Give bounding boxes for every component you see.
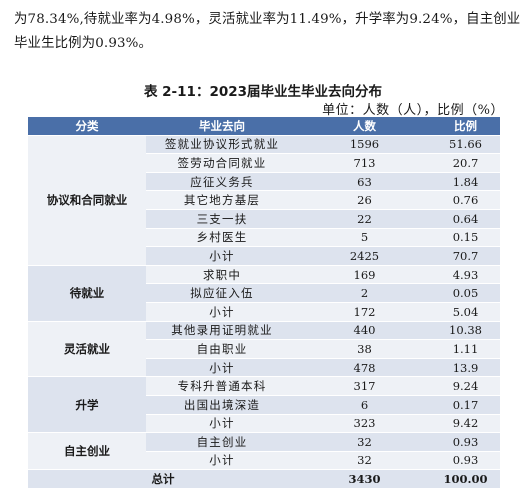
category-cell: 自主创业 — [28, 432, 146, 471]
destination-cell: 其他录用证明就业 — [146, 321, 298, 341]
destination-cell: 拟应征入伍 — [146, 283, 298, 303]
table-row: 待就业 求职中 169 4.93 — [28, 265, 500, 322]
count-cell: 169 — [298, 265, 431, 285]
count-cell: 2 — [298, 283, 431, 303]
ratio-cell: 10.38 — [431, 321, 500, 341]
header-count: 人数 — [298, 117, 431, 136]
table-row: 灵活就业 其他录用证明就业 440 10.38 — [28, 321, 500, 378]
ratio-cell: 0.17 — [431, 395, 500, 415]
destination-cell: 三支一扶 — [146, 209, 298, 229]
destination-cell: 自由职业 — [146, 339, 298, 359]
ratio-cell: 0.76 — [431, 190, 500, 210]
destination-cell: 小计 — [146, 358, 298, 378]
count-cell: 317 — [298, 376, 431, 396]
destination-cell: 签就业协议形式就业 — [146, 135, 298, 155]
table-row: 其它地方基层 26 0.76 — [28, 190, 500, 210]
ratio-cell: 0.64 — [431, 209, 500, 229]
ratio-cell: 51.66 — [431, 135, 500, 155]
ratio-cell: 70.7 — [431, 246, 500, 266]
destination-cell: 小计 — [146, 414, 298, 434]
category-cell: 升学 — [28, 376, 146, 434]
table-row: 协议和合同就业 签就业协议形式就业 1596 51.66 — [28, 135, 500, 266]
category-cell: 待就业 — [28, 265, 146, 322]
count-cell: 478 — [298, 358, 431, 378]
total-ratio: 100.00 — [431, 469, 500, 489]
ratio-cell: 13.9 — [431, 358, 500, 378]
count-cell: 1596 — [298, 135, 431, 155]
destination-cell: 专科升普通本科 — [146, 376, 298, 396]
total-row: 总计 3430 100.00 — [28, 469, 500, 489]
ratio-cell: 0.93 — [431, 451, 500, 471]
intro-line-2: 毕业生比例为0.93%。 — [14, 36, 153, 51]
count-cell: 26 — [298, 190, 431, 210]
destination-cell: 小计 — [146, 302, 298, 322]
table-row: 小计 478 13.9 — [28, 358, 500, 378]
table-header-row: 分类 毕业去向 人数 比例 — [28, 117, 500, 136]
destination-cell: 应征义务兵 — [146, 172, 298, 192]
ratio-cell: 0.93 — [431, 432, 500, 452]
count-cell: 713 — [298, 153, 431, 173]
count-cell: 6 — [298, 395, 431, 415]
table-row: 三支一扶 22 0.64 — [28, 209, 500, 229]
table-row: 升学 专科升普通本科 317 9.24 — [28, 376, 500, 434]
destination-cell: 其它地方基层 — [146, 190, 298, 210]
table-row: 小计 323 9.42 — [28, 414, 500, 434]
ratio-cell: 5.04 — [431, 302, 500, 322]
ratio-cell: 9.24 — [431, 376, 500, 396]
ratio-cell: 20.7 — [431, 153, 500, 173]
count-cell: 32 — [298, 432, 431, 452]
destination-table: 分类 毕业去向 人数 比例 协议和合同就业 签就业协议形式就业 1596 51.… — [28, 117, 500, 489]
destination-cell: 小计 — [146, 451, 298, 471]
destination-cell: 签劳动合同就业 — [146, 153, 298, 173]
table-row: 小计 32 0.93 — [28, 451, 500, 471]
count-cell: 2425 — [298, 246, 431, 266]
table-row: 签劳动合同就业 713 20.7 — [28, 153, 500, 173]
table-row: 自主创业 自主创业 32 0.93 — [28, 432, 500, 471]
table-row: 小计 2425 70.7 — [28, 246, 500, 266]
ratio-cell: 0.05 — [431, 283, 500, 303]
table-row: 自由职业 38 1.11 — [28, 339, 500, 359]
destination-cell: 求职中 — [146, 265, 298, 285]
ratio-cell: 4.93 — [431, 265, 500, 285]
intro-paragraph: 为78.34%,待就业率为4.98%，灵活就业率为11.49%，升学率为9.24… — [14, 8, 521, 56]
table-row: 小计 172 5.04 — [28, 302, 500, 322]
count-cell: 63 — [298, 172, 431, 192]
unit-note: 单位：人数（人），比例（%） — [322, 103, 504, 118]
category-cell: 协议和合同就业 — [28, 135, 146, 266]
header-ratio: 比例 — [431, 117, 500, 136]
count-cell: 172 — [298, 302, 431, 322]
total-count: 3430 — [298, 469, 431, 489]
header-destination: 毕业去向 — [146, 117, 298, 136]
intro-line-1: 为78.34%,待就业率为4.98%，灵活就业率为11.49%，升学率为9.24… — [14, 12, 521, 27]
total-label: 总计 — [28, 469, 298, 489]
category-cell: 灵活就业 — [28, 321, 146, 378]
destination-cell: 乡村医生 — [146, 228, 298, 248]
count-cell: 22 — [298, 209, 431, 229]
ratio-cell: 0.15 — [431, 228, 500, 248]
destination-cell: 小计 — [146, 246, 298, 266]
count-cell: 38 — [298, 339, 431, 359]
table-row: 出国出境深造 6 0.17 — [28, 395, 500, 415]
ratio-cell: 1.84 — [431, 172, 500, 192]
table-caption: 表 2-11：2023届毕业生毕业去向分布 — [143, 84, 383, 100]
table-row: 应征义务兵 63 1.84 — [28, 172, 500, 192]
count-cell: 32 — [298, 451, 431, 471]
destination-cell: 自主创业 — [146, 432, 298, 452]
table-row: 拟应征入伍 2 0.05 — [28, 283, 500, 303]
count-cell: 5 — [298, 228, 431, 248]
ratio-cell: 9.42 — [431, 414, 500, 434]
header-category: 分类 — [28, 117, 146, 136]
ratio-cell: 1.11 — [431, 339, 500, 359]
count-cell: 440 — [298, 321, 431, 341]
destination-cell: 出国出境深造 — [146, 395, 298, 415]
table-row: 乡村医生 5 0.15 — [28, 228, 500, 248]
count-cell: 323 — [298, 414, 431, 434]
